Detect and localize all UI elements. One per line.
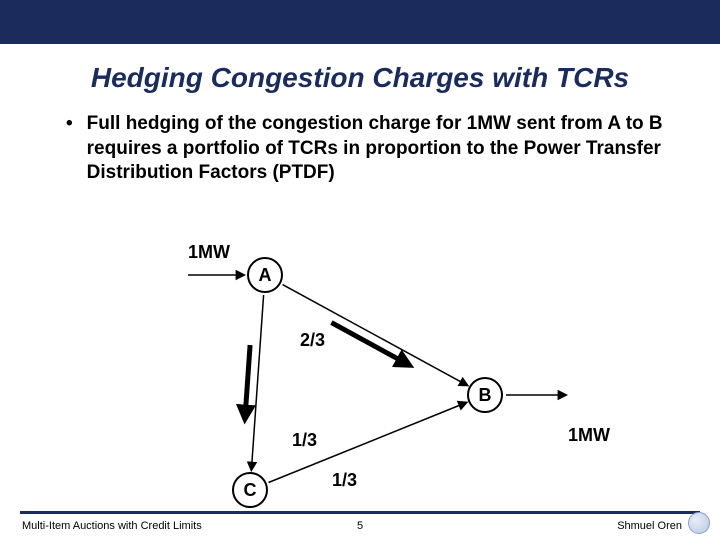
header-bar: [0, 0, 720, 44]
slide-title: Hedging Congestion Charges with TCRs: [0, 62, 720, 94]
edge-label: 1/3: [292, 430, 317, 451]
footer-author: Shmuel Oren: [617, 520, 682, 532]
bullet-text: Full hedging of the congestion charge fo…: [87, 112, 670, 186]
node-c: C: [232, 472, 268, 508]
bullet-marker: •: [66, 112, 73, 137]
footer-divider: [20, 511, 700, 514]
page-number: 5: [0, 520, 720, 532]
node-a: A: [247, 257, 283, 293]
network-diagram: 2/3 1/3 1/3 1MW 1MW A B C: [0, 220, 720, 510]
edge-label: 1/3: [332, 470, 357, 491]
seal-icon: [688, 512, 710, 534]
bullet-list: • Full hedging of the congestion charge …: [50, 112, 670, 186]
flow-label: 1MW: [188, 242, 230, 263]
edge-label: 2/3: [300, 330, 325, 351]
flow-label: 1MW: [568, 425, 610, 446]
node-b: B: [467, 377, 503, 413]
